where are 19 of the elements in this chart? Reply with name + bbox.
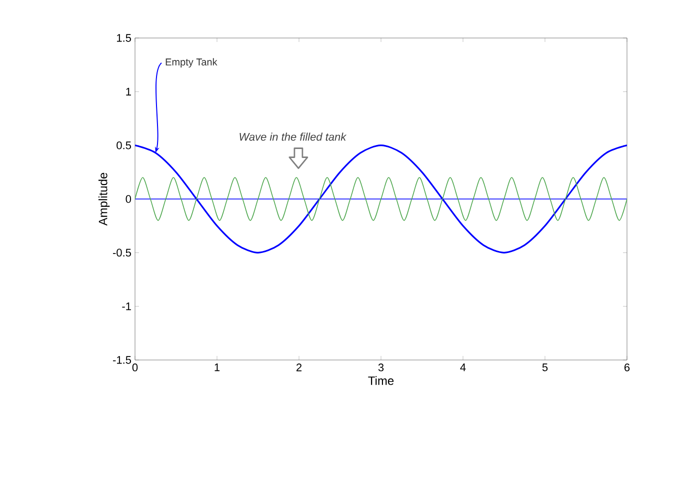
y-tick-label: 0 <box>126 195 132 203</box>
x-tick-label: 2 <box>296 364 302 372</box>
x-tick-label: 3 <box>378 364 384 372</box>
x-tick-label: 4 <box>460 364 466 372</box>
x-tick-label: 5 <box>542 364 548 372</box>
line-series <box>135 144 627 254</box>
y-tick-label: 0.5 <box>116 141 132 150</box>
x-tick-label: 6 <box>624 364 630 372</box>
y-tick-label: 1 <box>126 88 131 96</box>
annotation: Empty Tank <box>166 58 218 68</box>
x-axis-title: Time <box>368 376 394 385</box>
y-tick-label: -0.5 <box>113 248 132 257</box>
y-axis-title: Amplitude <box>98 172 110 226</box>
x-tick-label: 1 <box>214 364 220 372</box>
y-tick-label: 1.5 <box>117 34 132 42</box>
x-tick-label: 0 <box>132 364 138 372</box>
y-tick-label: -1.5 <box>113 356 132 364</box>
y-tick-label: -1 <box>122 302 131 310</box>
annotation: Wave in the filled tank <box>240 132 347 141</box>
